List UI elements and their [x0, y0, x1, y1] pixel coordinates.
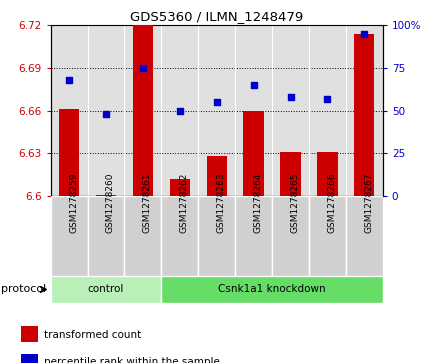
Text: percentile rank within the sample: percentile rank within the sample	[44, 358, 220, 363]
Bar	[354, 34, 374, 196]
Bar	[88, 196, 125, 276]
Bar	[59, 109, 79, 196]
Title: GDS5360 / ILMN_1248479: GDS5360 / ILMN_1248479	[130, 10, 303, 23]
Text: GSM1278262: GSM1278262	[180, 172, 189, 233]
Text: GSM1278265: GSM1278265	[290, 172, 300, 233]
Bar	[170, 179, 190, 196]
Text: GSM1278259: GSM1278259	[69, 172, 78, 233]
Point	[287, 94, 294, 100]
Bar	[51, 276, 161, 303]
Bar	[22, 326, 38, 342]
Point	[213, 99, 220, 105]
Bar	[161, 196, 198, 276]
Point	[139, 65, 147, 71]
Bar	[206, 156, 227, 196]
Bar	[309, 196, 346, 276]
Bar	[280, 152, 301, 196]
Text: GSM1278263: GSM1278263	[216, 172, 226, 233]
Bar	[198, 196, 235, 276]
Point	[103, 111, 110, 117]
Text: control: control	[88, 285, 124, 294]
Bar	[317, 152, 337, 196]
Text: Csnk1a1 knockdown: Csnk1a1 knockdown	[218, 285, 326, 294]
Bar	[161, 276, 383, 303]
Bar	[133, 25, 153, 196]
Bar	[96, 195, 116, 196]
Bar	[51, 196, 88, 276]
Text: GSM1278266: GSM1278266	[327, 172, 337, 233]
Bar	[235, 196, 272, 276]
Bar	[272, 196, 309, 276]
Point	[250, 82, 257, 88]
Point	[324, 96, 331, 102]
Bar	[22, 354, 38, 363]
Text: GSM1278267: GSM1278267	[364, 172, 374, 233]
Bar	[346, 196, 383, 276]
Text: GSM1278264: GSM1278264	[253, 172, 263, 233]
Text: GSM1278260: GSM1278260	[106, 172, 115, 233]
Bar	[125, 196, 161, 276]
Bar	[243, 111, 264, 196]
Point	[361, 31, 368, 37]
Text: GSM1278261: GSM1278261	[143, 172, 152, 233]
Point	[176, 108, 183, 114]
Point	[66, 77, 73, 83]
Text: protocol: protocol	[1, 285, 46, 294]
Text: transformed count: transformed count	[44, 330, 142, 340]
